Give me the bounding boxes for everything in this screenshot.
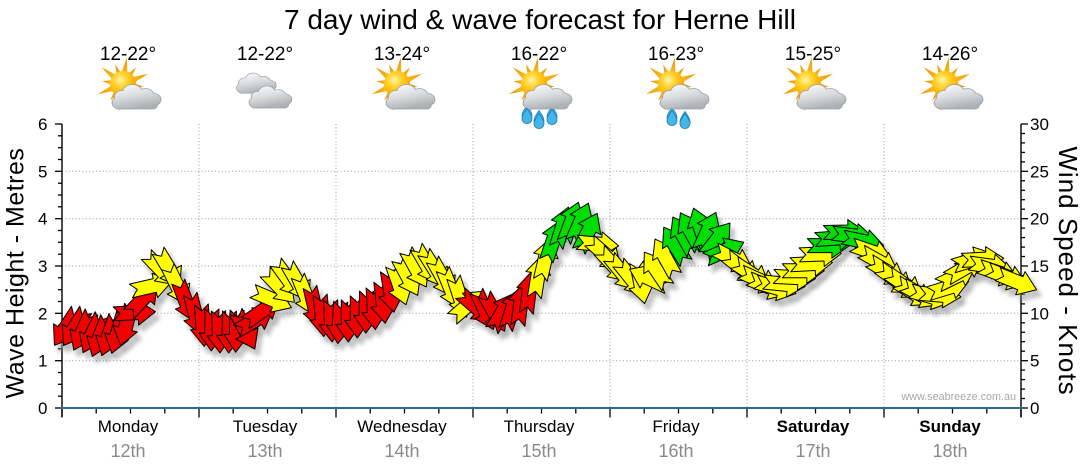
svg-text:0: 0 — [1030, 399, 1039, 418]
svg-text:13-24°: 13-24° — [374, 44, 430, 65]
svg-text:12-22°: 12-22° — [237, 44, 293, 65]
svg-text:18th: 18th — [932, 441, 967, 461]
svg-text:10: 10 — [1030, 304, 1049, 323]
svg-text:15-25°: 15-25° — [785, 44, 841, 65]
svg-text:20: 20 — [1030, 210, 1049, 229]
svg-text:www.seabreeze.com.au: www.seabreeze.com.au — [900, 391, 1016, 403]
svg-text:Saturday: Saturday — [777, 417, 850, 436]
svg-text:2: 2 — [38, 304, 47, 323]
svg-text:25: 25 — [1030, 162, 1049, 181]
svg-text:4: 4 — [38, 210, 47, 229]
svg-text:Wind Speed - Knots: Wind Speed - Knots — [1053, 146, 1080, 395]
svg-text:5: 5 — [38, 162, 47, 181]
svg-text:16-23°: 16-23° — [648, 44, 704, 65]
svg-text:15: 15 — [1030, 257, 1049, 276]
svg-text:Wednesday: Wednesday — [357, 417, 447, 436]
svg-text:12th: 12th — [110, 441, 145, 461]
svg-text:15th: 15th — [521, 441, 556, 461]
svg-text:30: 30 — [1030, 115, 1049, 134]
svg-text:1: 1 — [38, 352, 47, 371]
svg-text:Friday: Friday — [652, 417, 700, 436]
svg-text:12-22°: 12-22° — [100, 44, 156, 65]
svg-text:14th: 14th — [384, 441, 419, 461]
svg-text:3: 3 — [38, 257, 47, 276]
svg-text:Sunday: Sunday — [919, 417, 981, 436]
svg-text:Thursday: Thursday — [504, 417, 575, 436]
svg-text:7 day wind & wave forecast for: 7 day wind & wave forecast for Herne Hil… — [284, 4, 796, 35]
svg-text:0: 0 — [38, 399, 47, 418]
svg-text:5: 5 — [1030, 352, 1039, 371]
svg-text:6: 6 — [38, 115, 47, 134]
svg-text:Tuesday: Tuesday — [233, 417, 298, 436]
svg-text:16-22°: 16-22° — [511, 44, 567, 65]
svg-text:13th: 13th — [247, 441, 282, 461]
svg-text:14-26°: 14-26° — [922, 44, 978, 65]
svg-text:Monday: Monday — [98, 417, 159, 436]
svg-text:16th: 16th — [658, 441, 693, 461]
svg-text:17th: 17th — [795, 441, 830, 461]
svg-text:Wave Height - Metres: Wave Height - Metres — [2, 148, 30, 399]
